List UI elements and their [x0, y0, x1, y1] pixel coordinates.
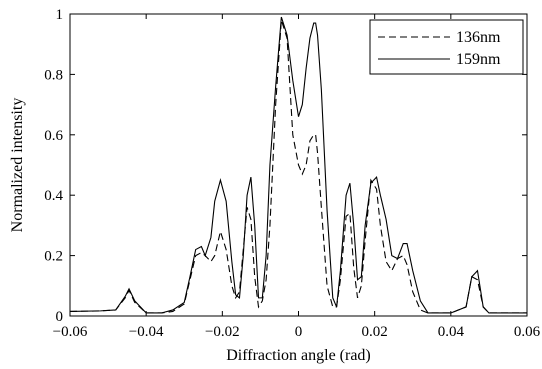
y-tick-label: 0.4 [44, 188, 63, 204]
legend-box [369, 19, 524, 75]
series-line-159nm [69, 16, 527, 314]
legend: 136nm 159nm [369, 19, 524, 75]
x-tick-label: 0.02 [362, 324, 388, 340]
series-line-136nm [69, 19, 527, 314]
series-layer [69, 16, 527, 314]
x-tick-label: 0.04 [438, 324, 465, 340]
x-tick-label: −0.04 [129, 324, 164, 340]
y-tick-label: 0.6 [44, 128, 63, 144]
x-tick-label: 0.06 [514, 324, 541, 340]
legend-label-159nm: 159nm [456, 51, 501, 68]
x-axis-label: Diffraction angle (rad) [226, 347, 371, 364]
y-tick-label: 0.2 [44, 249, 63, 265]
y-tick-label: 0 [56, 309, 64, 325]
ticks-layer: −0.06 −0.04 −0.02 0 0.02 0.04 0.06 0 0.2 0.4 0.6 0.… [44, 7, 540, 340]
x-tick-label: −0.06 [53, 324, 88, 340]
y-tick-label: 1 [56, 7, 64, 23]
legend-label-136nm: 136nm [456, 29, 501, 46]
y-tick-label: 0.8 [44, 67, 63, 83]
x-tick-label: 0 [295, 324, 303, 340]
y-axis-label: Normalized intensity [9, 98, 26, 233]
x-tick-label: −0.02 [205, 324, 240, 340]
